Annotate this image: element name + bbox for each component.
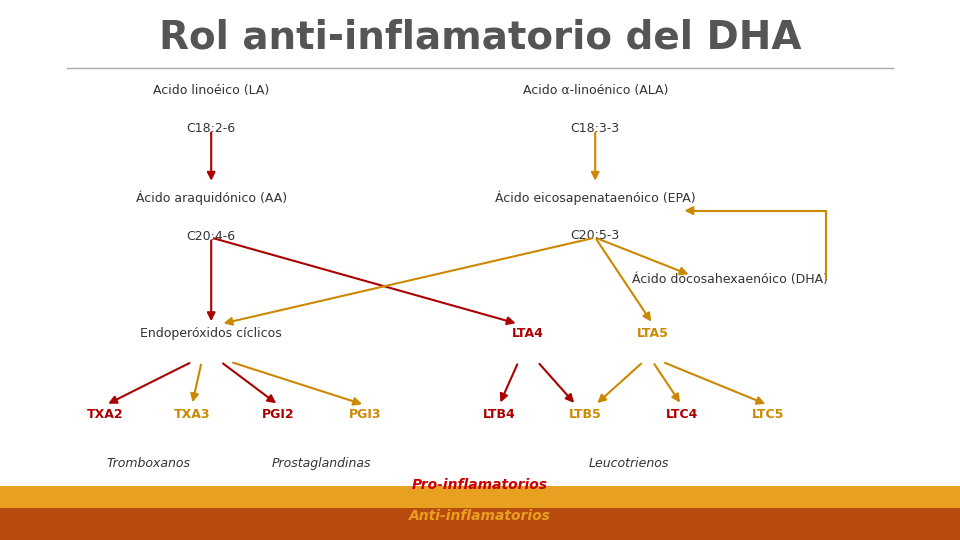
Text: LTB5: LTB5: [569, 408, 602, 421]
Text: Acido linoéico (LA): Acido linoéico (LA): [153, 84, 270, 97]
Text: Rol anti-inflamatorio del DHA: Rol anti-inflamatorio del DHA: [158, 19, 802, 57]
Text: C18:3-3: C18:3-3: [570, 122, 620, 134]
Bar: [0, 486, 960, 508]
Text: LTA5: LTA5: [636, 327, 669, 340]
Text: C20;5-3: C20;5-3: [570, 230, 620, 242]
Text: LTB4: LTB4: [483, 408, 516, 421]
Text: Pro-inflamatorios: Pro-inflamatorios: [412, 478, 548, 492]
Text: Endoperóxidos cíclicos: Endoperóxidos cíclicos: [140, 327, 282, 340]
Text: Ácido araquidónico (AA): Ácido araquidónico (AA): [135, 191, 287, 205]
Text: Leucotrienos: Leucotrienos: [588, 457, 669, 470]
Text: LTA4: LTA4: [512, 327, 544, 340]
Text: TXA3: TXA3: [174, 408, 210, 421]
Text: Anti-inflamatorios: Anti-inflamatorios: [409, 509, 551, 523]
Text: LTC4: LTC4: [665, 408, 698, 421]
Text: Ácido docosahexaenóico (DHA): Ácido docosahexaenóico (DHA): [632, 273, 828, 286]
Text: Prostaglandinas: Prostaglandinas: [272, 457, 372, 470]
Text: TXA2: TXA2: [87, 408, 124, 421]
Text: Ácido eicosapenataenóico (EPA): Ácido eicosapenataenóico (EPA): [495, 191, 695, 205]
Text: PGI3: PGI3: [348, 408, 381, 421]
Bar: [0, 508, 960, 540]
Text: Acido α-linoénico (ALA): Acido α-linoénico (ALA): [522, 84, 668, 97]
Text: C20:4-6: C20:4-6: [186, 230, 236, 242]
Text: Tromboxanos: Tromboxanos: [107, 457, 191, 470]
Text: PGI2: PGI2: [262, 408, 295, 421]
Text: C18:2-6: C18:2-6: [186, 122, 236, 134]
Text: LTC5: LTC5: [752, 408, 784, 421]
